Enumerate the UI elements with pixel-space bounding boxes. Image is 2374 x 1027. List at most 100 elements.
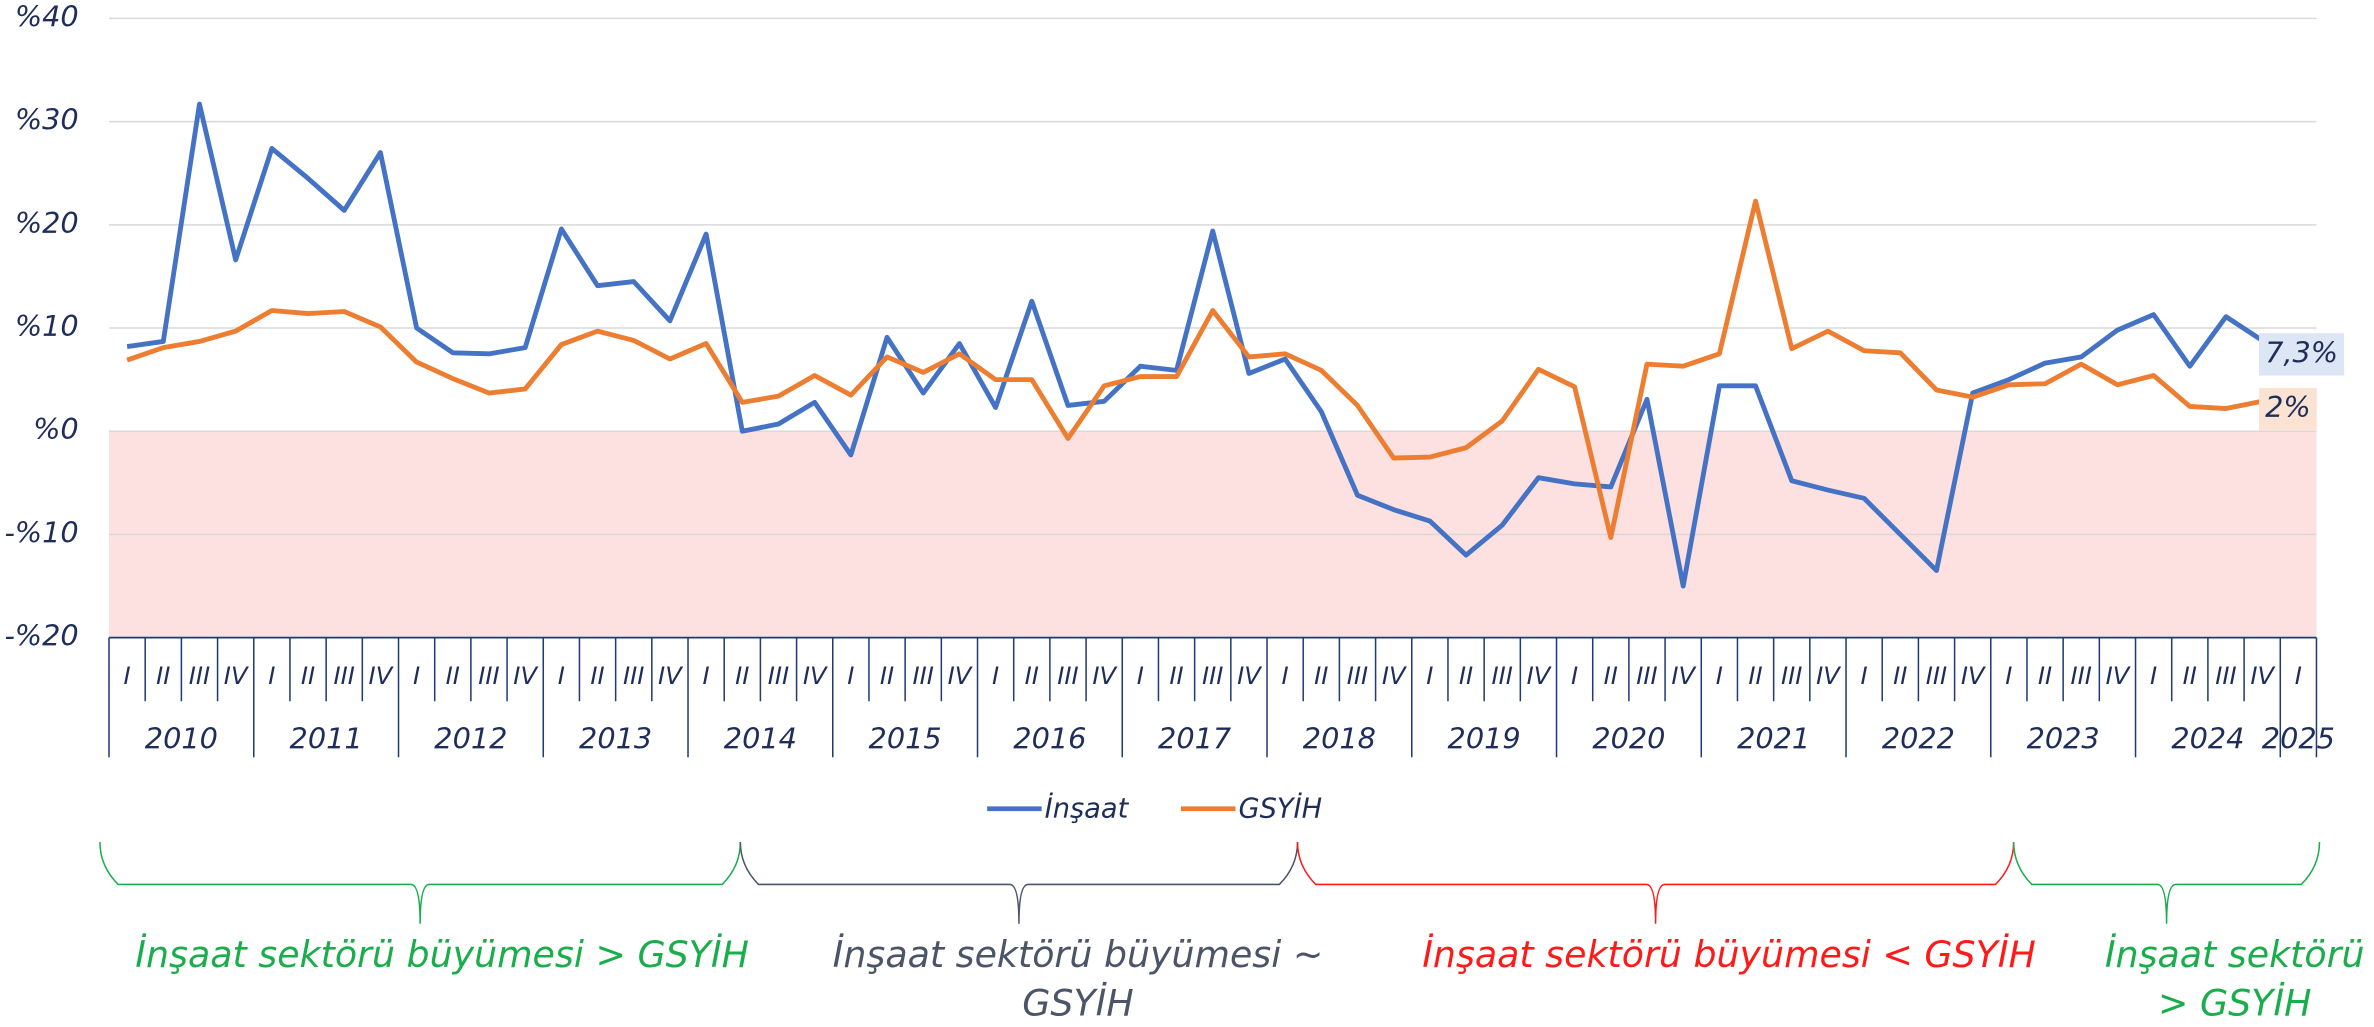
period-brace bbox=[739, 842, 1299, 924]
x-tick-label: IV bbox=[1961, 662, 1986, 690]
period-label: İnşaat sektörü büyümesi ~ bbox=[833, 933, 1324, 976]
value-label-bg bbox=[2259, 387, 2317, 431]
year-label: 2018 bbox=[1303, 722, 1376, 756]
x-tick-label: IV bbox=[1816, 662, 1841, 690]
x-tick-label: II bbox=[1893, 662, 1907, 690]
series-line bbox=[126, 101, 2300, 589]
year-label: 2025 bbox=[2262, 722, 2335, 756]
x-tick-label: I bbox=[1861, 662, 1868, 690]
year-label: 2023 bbox=[2027, 722, 2100, 756]
value-label-bg bbox=[2259, 333, 2345, 376]
x-tick-label: II bbox=[1025, 662, 1039, 690]
y-tick-label: %40 bbox=[15, 0, 79, 33]
x-tick-label: I bbox=[413, 662, 420, 690]
value-label-group: 2% bbox=[2259, 387, 2317, 431]
period-brace bbox=[99, 842, 742, 924]
x-tick-label: IV bbox=[1382, 662, 1407, 690]
value-label-group: 7,3% bbox=[2259, 333, 2345, 376]
year-label: 2011 bbox=[290, 722, 363, 756]
x-tick-label: II bbox=[735, 662, 749, 690]
x-tick-label: III bbox=[2215, 662, 2236, 690]
y-tick-label: -%20 bbox=[4, 619, 78, 653]
x-tick-label: II bbox=[590, 662, 604, 690]
year-label: 2017 bbox=[1158, 722, 1232, 756]
value-label: 7,3% bbox=[2265, 335, 2338, 369]
x-tick-label: IV bbox=[1527, 662, 1552, 690]
year-label: 2010 bbox=[145, 722, 218, 756]
x-tick-label: IV bbox=[513, 662, 538, 690]
x-tick-label: II bbox=[880, 662, 894, 690]
x-tick-label: I bbox=[2150, 662, 2157, 690]
x-tick-label: I bbox=[558, 662, 565, 690]
x-tick-label: II bbox=[2183, 662, 2197, 690]
y-tick-label: %10 bbox=[15, 309, 79, 343]
x-tick-label: I bbox=[992, 662, 999, 690]
x-tick-label: I bbox=[124, 662, 131, 690]
period-brace bbox=[2012, 842, 2321, 924]
x-tick-label: I bbox=[1571, 662, 1578, 690]
x-tick-label: I bbox=[1426, 662, 1433, 690]
x-tick-label: III bbox=[1926, 662, 1947, 690]
x-tick-label: III bbox=[189, 662, 210, 690]
x-tick-label: II bbox=[2038, 662, 2052, 690]
x-tick-label: IV bbox=[2106, 662, 2131, 690]
x-tick-label: IV bbox=[369, 662, 394, 690]
year-label: 2016 bbox=[1013, 722, 1086, 756]
period-label: İnşaat sektörü bbox=[2105, 933, 2365, 976]
x-tick-label: III bbox=[623, 662, 644, 690]
x-tick-label: III bbox=[2071, 662, 2092, 690]
y-tick-label: %0 bbox=[33, 412, 79, 446]
period-label: > GSYİH bbox=[2158, 982, 2311, 1025]
x-tick-label: I bbox=[703, 662, 710, 690]
x-tick-label: IV bbox=[224, 662, 249, 690]
legend-label: İnşaat bbox=[1045, 793, 1130, 825]
x-tick-label: IV bbox=[658, 662, 683, 690]
x-tick-label: III bbox=[334, 662, 355, 690]
x-tick-label: IV bbox=[948, 662, 973, 690]
x-tick-label: III bbox=[1636, 662, 1657, 690]
x-tick-label: III bbox=[1347, 662, 1368, 690]
x-tick-label: II bbox=[1748, 662, 1762, 690]
x-tick-label: III bbox=[1057, 662, 1078, 690]
year-label: 2014 bbox=[724, 722, 797, 756]
x-tick-label: I bbox=[1137, 662, 1144, 690]
x-tick-label: III bbox=[1492, 662, 1513, 690]
x-tick-label: III bbox=[478, 662, 499, 690]
x-tick-label: II bbox=[1459, 662, 1473, 690]
year-label: 2012 bbox=[434, 722, 507, 756]
x-tick-label: IV bbox=[1671, 662, 1696, 690]
x-tick-label: III bbox=[768, 662, 789, 690]
x-tick-label: III bbox=[913, 662, 934, 690]
y-tick-label: -%10 bbox=[4, 515, 78, 549]
period-brace bbox=[1296, 842, 2015, 924]
x-tick-label: IV bbox=[2250, 662, 2275, 690]
value-label: 2% bbox=[2265, 390, 2311, 424]
x-tick-label: IV bbox=[1092, 662, 1117, 690]
year-label: 2013 bbox=[579, 722, 652, 756]
x-tick-label: III bbox=[1202, 662, 1223, 690]
x-tick-label: I bbox=[2295, 662, 2302, 690]
x-tick-label: I bbox=[1716, 662, 1723, 690]
x-tick-label: I bbox=[268, 662, 275, 690]
year-label: 2015 bbox=[869, 722, 942, 756]
x-tick-label: II bbox=[446, 662, 460, 690]
year-label: 2020 bbox=[1592, 722, 1665, 756]
x-tick-label: II bbox=[1169, 662, 1183, 690]
x-tick-label: I bbox=[847, 662, 854, 690]
series-line bbox=[126, 198, 2299, 540]
x-tick-label: II bbox=[156, 662, 170, 690]
legend-label: GSYİH bbox=[1238, 793, 1322, 825]
x-tick-label: II bbox=[301, 662, 315, 690]
x-tick-label: II bbox=[1604, 662, 1618, 690]
x-tick-label: II bbox=[1314, 662, 1328, 690]
year-label: 2019 bbox=[1448, 722, 1521, 756]
y-tick-label: %20 bbox=[15, 206, 79, 240]
x-tick-label: III bbox=[1781, 662, 1802, 690]
year-label: 2022 bbox=[1882, 722, 1955, 756]
year-label: 2024 bbox=[2171, 722, 2244, 756]
period-label: İnşaat sektörü büyümesi > GSYİH bbox=[135, 933, 749, 976]
period-label: İnşaat sektörü büyümesi < GSYİH bbox=[1422, 933, 2036, 976]
period-label: GSYİH bbox=[1022, 982, 1133, 1025]
x-tick-label: IV bbox=[803, 662, 828, 690]
